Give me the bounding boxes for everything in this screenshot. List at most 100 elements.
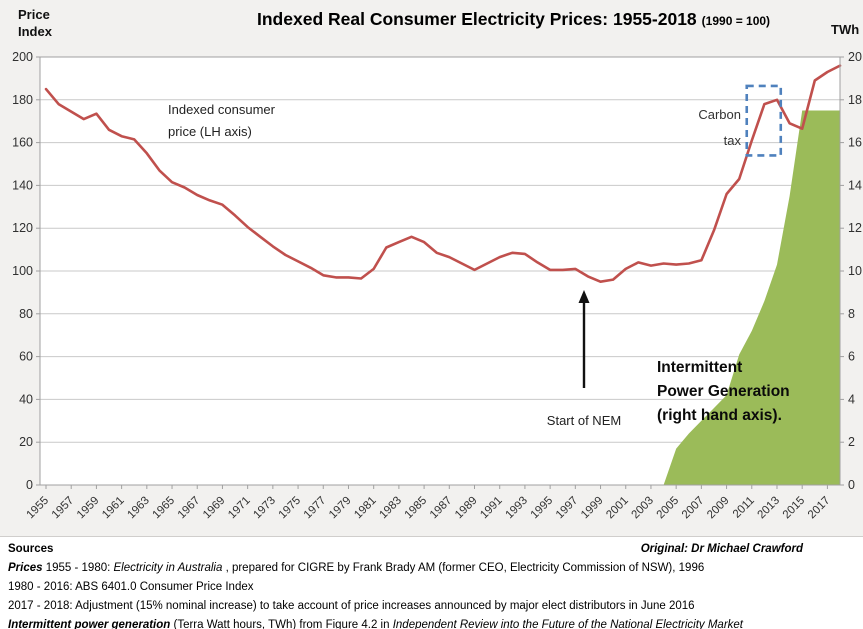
source-text-segment: Original: Dr Michael Crawford [640,543,803,555]
source-text-segment: Independent Review into the Future of th… [392,619,743,629]
chart-title-main: Indexed Real Consumer Electricity Prices… [257,9,697,29]
x-axis-tick-label: 1971 [226,495,253,522]
x-axis-tick-label: 1995 [529,495,556,522]
carbon-tax-annotation-line1: Carbon [698,107,741,122]
right-axis-tick-label: 8 [848,307,855,321]
generation-annotation: Intermittent Power Generation (right han… [657,356,790,428]
original-credit: Original: Dr Michael Crawford [641,540,803,559]
source-line-left: 2017 - 2018: Adjustment (15% nominal inc… [8,600,695,612]
x-axis-tick-label: 1975 [277,495,304,522]
source-line: Sources Original: Dr Michael Crawford [8,540,863,559]
right-axis-tick-label: 16 [848,136,862,150]
x-axis-tick-label: 2009 [705,495,732,522]
x-axis-tick-label: 1969 [201,495,228,522]
source-text-segment: Intermittent power generation [8,619,171,629]
source-text-segment: 2017 - 2018: Adjustment (15% nominal inc… [8,600,695,612]
price-line-annotation: Indexed consumer price (LH axis) [168,99,275,143]
chart-svg: 0 0 20 2 40 4 60 6 80 8 100 10 120 12 140 14 160 16 180 18 2… [12,50,862,522]
left-axis-tick-label: 0 [26,478,33,492]
x-axis-tick-label: 2011 [731,495,757,521]
source-line: Prices 1955 - 1980: Electricity in Austr… [8,559,863,578]
x-axis-tick-label: 1985 [403,495,430,522]
right-axis-tick-label: 14 [848,178,862,192]
carbon-tax-annotation-line2: tax [723,133,741,148]
x-axis-tick-label: 1987 [428,495,455,522]
left-axis-tick-label: 20 [19,435,33,449]
x-axis-tick-label: 1989 [453,495,480,522]
source-text-segment: , prepared for CIGRE by Frank Brady AM (… [222,562,705,574]
x-axis-tick-label: 1999 [579,495,606,522]
carbon-tax-box [745,84,783,157]
right-axis-title: TWh [831,22,860,37]
source-line-left: Sources [8,540,53,559]
start-of-nem-annotation: Start of NEM [546,413,622,428]
x-axis-tick-label: 2007 [680,495,707,522]
generation-annotation-line1: Intermittent [657,359,743,376]
right-axis-tick-label: 4 [848,392,855,406]
x-axis-tick-label: 1965 [151,495,178,522]
right-axis-tick-label: 2 [848,435,855,449]
source-line: 1980 - 2016: ABS 6401.0 Consumer Price I… [8,578,863,597]
nem-arrow-head [578,290,590,303]
right-axis-tick-label: 12 [848,221,862,235]
generation-area [663,110,840,485]
source-text-segment: 1955 - 1980: [42,562,114,574]
source-text-segment: Sources [8,543,54,555]
x-axis-tick-label: 2003 [629,495,656,522]
left-axis-tick-label: 100 [12,264,33,278]
x-axis-tick-label: 2005 [655,495,682,522]
x-axis-tick-label: 1979 [327,495,354,522]
x-axis-tick-label: 1977 [302,495,329,522]
left-axis-tick-label: 120 [12,221,33,235]
price-line-annotation-line1: Indexed consumer [168,102,275,117]
source-text-segment: Prices [8,562,43,574]
generation-annotation-line3: (right hand axis). [657,407,782,424]
x-axis-tick-label: 2015 [781,495,808,522]
left-axis-tick-label: 140 [12,178,33,192]
x-axis-tick-label: 1955 [25,495,52,522]
x-axis-tick-label: 1997 [554,495,581,522]
price-line-annotation-line2: price (LH axis) [168,124,252,139]
source-line-left: Prices 1955 - 1980: Electricity in Austr… [8,562,704,574]
generation-annotation-line2: Power Generation [657,383,790,400]
source-line-left: Intermittent power generation (Terra Wat… [8,619,743,629]
source-text-segment: 1980 - 2016: ABS 6401.0 Consumer Price I… [8,581,254,593]
price-line [44,64,842,284]
chart-title-suffix: (1990 = 100) [701,14,771,28]
left-axis-tick-label: 180 [12,93,33,107]
source-line: 2017 - 2018: Adjustment (15% nominal inc… [8,597,863,616]
right-axis-tick-label: 20 [848,50,862,64]
right-axis-tick-label: 6 [848,350,855,364]
chart-title: Indexed Real Consumer Electricity Prices… [257,9,770,30]
left-axis-tick-label: 160 [12,136,33,150]
source-text-segment: Electricity in Australia [113,562,223,574]
x-axis-tick-label: 1983 [377,495,404,522]
left-axis-title: Price Index [18,6,52,40]
sources-block: Sources Original: Dr Michael Crawford Pric… [0,536,863,629]
left-axis-tick-label: 40 [19,392,33,406]
x-axis-tick-label: 1993 [503,495,530,522]
left-axis-title-line2: Index [18,24,52,39]
x-axis-tick-label: 1981 [352,495,379,522]
x-axis-tick-label: 1973 [251,495,278,522]
x-axis-tick-label: 2017 [806,495,833,522]
x-axis-tick-label: 1961 [100,495,127,522]
left-axis-title-line1: Price [18,7,50,22]
x-axis-tick-label: 1967 [176,495,203,522]
left-axis-tick-label: 200 [12,50,33,64]
right-axis-tick-label: 10 [848,264,862,278]
x-axis-tick-label: 2001 [604,495,631,522]
source-line: Intermittent power generation (Terra Wat… [8,616,863,629]
left-axis-tick-label: 60 [19,350,33,364]
x-axis-tick-label: 2013 [756,495,783,522]
carbon-tax-annotation: Carbon tax [698,102,741,154]
x-axis-tick-label: 1991 [478,495,505,522]
x-axis-tick-label: 1957 [50,495,77,522]
x-axis-tick-label: 1959 [75,495,102,522]
left-axis-tick-label: 80 [19,307,33,321]
source-text-segment: (Terra Watt hours, TWh) from Figure 4.2 … [170,619,393,629]
right-axis-tick-label: 18 [848,93,862,107]
right-axis-tick-label: 0 [848,478,855,492]
source-line-left: 1980 - 2016: ABS 6401.0 Consumer Price I… [8,581,254,593]
